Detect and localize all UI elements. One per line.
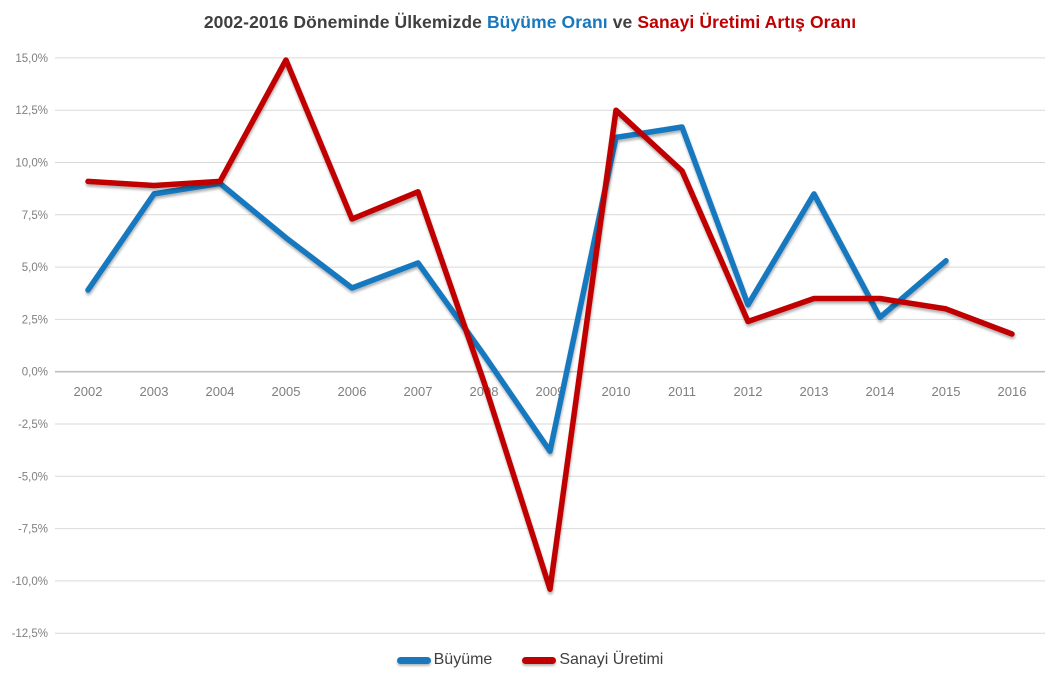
title-industry-text: Sanayi Üretimi Artış Oranı <box>637 12 857 32</box>
y-tick-label: -12,5% <box>12 628 48 640</box>
x-tick-label: 2016 <box>998 384 1027 399</box>
y-tick-label: -10,0% <box>12 576 48 588</box>
x-tick-label: 2013 <box>800 384 829 399</box>
y-tick-label: 5,0% <box>22 262 48 274</box>
x-tick-label: 2014 <box>866 384 895 399</box>
legend-label-sanayi-uretimi: Sanayi Üretimi <box>559 651 664 668</box>
sanayi-uretimi-line-swatch-icon <box>522 656 557 664</box>
buyume-line-swatch-icon <box>396 656 431 664</box>
legend-item-sanayi-uretimi: Sanayi Üretimi <box>522 651 663 669</box>
x-tick-label: 2005 <box>272 384 301 399</box>
x-tick-label: 2003 <box>140 384 169 399</box>
x-tick-label: 2012 <box>734 384 763 399</box>
legend-item-buyume: Büyüme <box>396 651 493 669</box>
y-tick-label: 2,5% <box>22 314 48 326</box>
title-growth-text: Büyüme Oranı <box>486 12 608 32</box>
x-tick-label: 2007 <box>404 384 433 399</box>
y-tick-label: 7,5% <box>22 210 48 222</box>
y-tick-label: -2,5% <box>18 419 48 431</box>
y-tick-label: 0,0% <box>22 367 48 379</box>
x-tick-label: 2006 <box>338 384 367 399</box>
x-tick-label: 2009 <box>536 384 565 399</box>
x-tick-label: 2010 <box>602 384 631 399</box>
title-period-text: 2002-2016 Döneminde Ülkemizde <box>203 12 487 32</box>
y-tick-label: 10,0% <box>15 158 48 170</box>
x-tick-label: 2004 <box>206 384 235 399</box>
legend: Büyüme Sanayi Üretimi <box>0 651 1060 669</box>
x-tick-label: 2008 <box>470 384 499 399</box>
title-connector-text: ve <box>607 12 638 32</box>
series-line-sanayi-uretimi <box>85 57 1015 592</box>
chart-title: 2002-2016 Döneminde Ülkemizde Büyüme Ora… <box>0 12 1060 33</box>
x-tick-label: 2002 <box>74 384 103 399</box>
y-tick-label: 15,0% <box>15 53 48 65</box>
legend-label-buyume: Büyüme <box>433 651 493 668</box>
x-tick-label: 2015 <box>932 384 961 399</box>
series-line-buyume <box>85 124 949 454</box>
x-tick-label: 2011 <box>668 384 696 399</box>
y-tick-label: 12,5% <box>15 105 48 117</box>
y-tick-label: -5,0% <box>18 471 48 483</box>
y-tick-label: -7,5% <box>18 524 48 536</box>
